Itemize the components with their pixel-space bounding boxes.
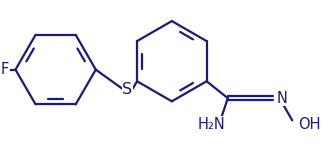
Text: S: S xyxy=(122,82,133,97)
Text: N: N xyxy=(276,91,287,106)
Text: H₂N: H₂N xyxy=(198,117,226,132)
Text: OH: OH xyxy=(299,117,321,132)
Text: F: F xyxy=(1,62,9,77)
